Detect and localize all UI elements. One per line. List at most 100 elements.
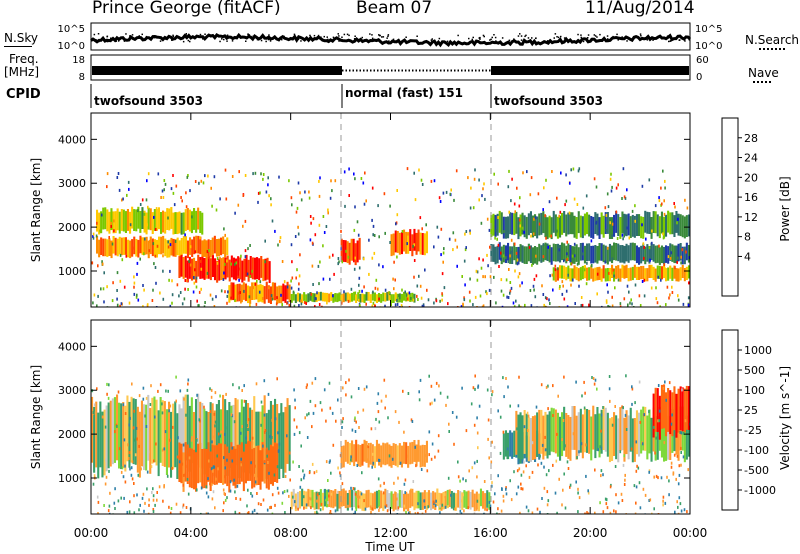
heatmap-cell <box>135 209 138 232</box>
heatmap-speckle <box>256 279 258 283</box>
heatmap-speckle <box>130 466 133 470</box>
heatmap-cell <box>685 385 688 430</box>
heatmap-speckle <box>450 493 452 497</box>
heatmap-speckle <box>655 297 658 301</box>
heatmap-cell <box>132 398 135 465</box>
heatmap-cell <box>143 210 146 233</box>
heatmap-speckle <box>583 406 586 410</box>
heatmap-cell <box>673 265 676 279</box>
heatmap-speckle <box>278 449 280 453</box>
heatmap-speckle <box>225 197 228 201</box>
heatmap-speckle <box>120 470 123 474</box>
heatmap-speckle <box>212 465 215 469</box>
heatmap-cell <box>211 444 214 485</box>
noise-search-dot <box>557 36 560 39</box>
heatmap-speckle <box>611 234 613 238</box>
heatmap-speckle <box>106 382 108 386</box>
heatmap-cell <box>218 258 221 281</box>
heatmap-speckle <box>249 244 251 247</box>
heatmap-speckle <box>590 239 593 243</box>
heatmap-speckle <box>205 485 208 489</box>
heatmap-speckle <box>439 299 441 303</box>
heatmap-cell <box>326 292 329 302</box>
heatmap-speckle <box>586 261 588 265</box>
heatmap-speckle <box>182 505 184 509</box>
heatmap-speckle <box>181 302 184 306</box>
y-tick-label: 3000 <box>58 177 86 190</box>
heatmap-cell <box>358 237 361 260</box>
heatmap-cell <box>407 493 410 512</box>
heatmap-speckle <box>226 294 229 298</box>
heatmap-speckle <box>136 493 138 497</box>
heatmap-cell <box>554 268 557 282</box>
heatmap-cell <box>611 264 614 278</box>
heatmap-cell <box>658 395 661 440</box>
heatmap-speckle <box>518 375 520 379</box>
heatmap-speckle <box>680 261 682 265</box>
heatmap-cell <box>120 209 123 231</box>
heatmap-speckle <box>635 485 638 489</box>
heatmap-cell <box>197 393 200 460</box>
heatmap-speckle <box>578 284 580 288</box>
heatmap-speckle <box>354 177 356 181</box>
heatmap-cell <box>359 445 362 467</box>
noise-search-dot <box>558 39 561 41</box>
heatmap-cell <box>334 489 337 507</box>
heatmap-cell <box>236 399 239 466</box>
heatmap-speckle <box>419 251 422 255</box>
heatmap-speckle <box>237 203 240 207</box>
heatmap-speckle <box>211 440 213 444</box>
heatmap-speckle <box>152 498 155 502</box>
heatmap-cell <box>113 397 116 463</box>
heatmap-cell <box>596 213 599 236</box>
heatmap-speckle <box>658 196 660 200</box>
heatmap-cell <box>427 490 430 508</box>
heatmap-cell <box>215 239 218 257</box>
heatmap-speckle <box>481 194 483 198</box>
heatmap-speckle <box>142 305 144 307</box>
heatmap-speckle <box>157 389 159 393</box>
heatmap-cell <box>573 215 576 238</box>
heatmap-speckle <box>486 388 489 392</box>
heatmap-speckle <box>161 402 163 406</box>
heatmap-speckle <box>268 286 270 290</box>
heatmap-speckle <box>626 188 628 192</box>
colorbar-tick-label: 24 <box>744 152 758 165</box>
heatmap-speckle <box>546 297 548 301</box>
heatmap-speckle <box>608 387 611 391</box>
heatmap-cell <box>633 215 636 238</box>
heatmap-speckle <box>110 225 112 228</box>
heatmap-cell <box>407 231 410 254</box>
heatmap-speckle <box>534 216 537 220</box>
heatmap-cell <box>613 242 616 261</box>
heatmap-cell <box>492 244 495 262</box>
heatmap-speckle <box>424 268 426 272</box>
heatmap-speckle <box>169 404 172 408</box>
heatmap-speckle <box>488 456 490 460</box>
heatmap-cell <box>604 407 607 452</box>
heatmap-cell <box>382 292 385 302</box>
heatmap-speckle <box>170 187 173 191</box>
heatmap-speckle <box>334 179 337 183</box>
heatmap-speckle <box>354 487 356 491</box>
heatmap-speckle <box>410 296 412 300</box>
heatmap-speckle <box>578 450 580 454</box>
heatmap-speckle <box>288 303 291 307</box>
heatmap-cell <box>648 246 651 264</box>
heatmap-speckle <box>621 233 624 237</box>
heatmap-speckle <box>491 390 494 394</box>
heatmap-cell <box>519 412 522 457</box>
heatmap-speckle <box>417 298 419 301</box>
heatmap-speckle <box>497 243 500 247</box>
heatmap-speckle <box>415 464 417 468</box>
heatmap-cell <box>242 406 245 473</box>
heatmap-speckle <box>649 258 651 262</box>
heatmap-speckle <box>488 500 491 504</box>
heatmap-cell <box>307 293 310 303</box>
heatmap-cell <box>157 410 160 477</box>
heatmap-cell <box>569 212 572 235</box>
heatmap-cell <box>575 266 578 281</box>
heatmap-speckle <box>409 511 411 514</box>
heatmap-speckle <box>621 499 624 502</box>
